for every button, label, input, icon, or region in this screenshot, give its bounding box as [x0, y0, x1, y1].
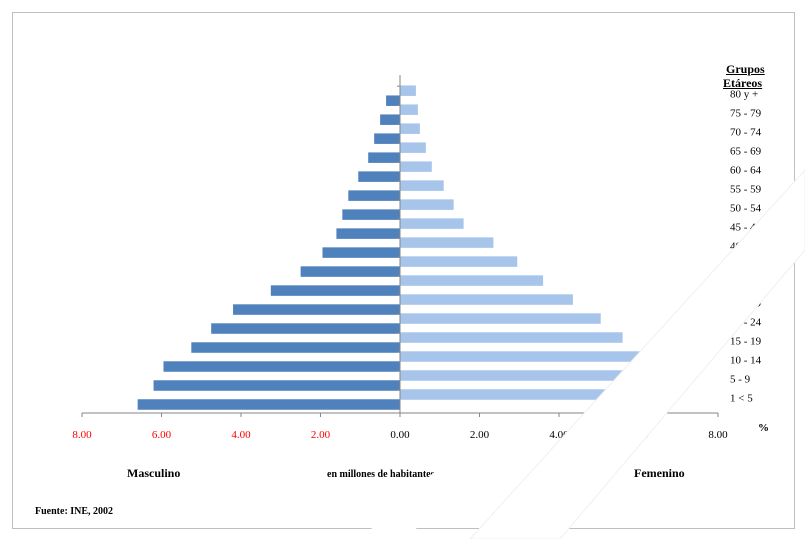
left-side-label: Masculino — [127, 466, 181, 480]
bar-masculino-14 — [374, 133, 400, 144]
category-label: 55 - 59 — [730, 184, 762, 196]
bar-masculino-13 — [368, 152, 400, 163]
bar-masculino-2 — [163, 361, 400, 372]
bar-masculino-15 — [380, 114, 400, 125]
source-note: Fuente: INE, 2002 — [35, 506, 114, 517]
x-unit-label: % — [758, 422, 769, 434]
bar-femenino-14 — [400, 123, 420, 134]
bar-masculino-7 — [300, 266, 400, 277]
category-label: 10 - 14 — [730, 355, 762, 367]
bar-femenino-1 — [400, 370, 659, 381]
category-label: 30 - 34 — [730, 279, 762, 291]
bar-masculino-10 — [342, 209, 400, 220]
category-label: 75 - 79 — [730, 108, 762, 120]
bar-femenino-16 — [400, 85, 416, 96]
category-label: 25 - 29 — [730, 298, 762, 310]
category-label: 1 < 5 — [730, 393, 753, 405]
x-tick-label: 8.00 — [708, 429, 728, 441]
bar-masculino-6 — [270, 285, 400, 296]
bar-masculino-16 — [386, 95, 400, 106]
bar-masculino-9 — [336, 228, 400, 239]
category-label: 5 - 9 — [730, 374, 751, 386]
bar-femenino-12 — [400, 161, 432, 172]
bar-femenino-9 — [400, 218, 464, 229]
bar-femenino-5 — [400, 294, 573, 305]
bar-masculino-12 — [358, 171, 400, 182]
category-label: 20 - 24 — [730, 317, 762, 329]
x-tick-label: 4.00 — [231, 429, 251, 441]
bar-femenino-13 — [400, 142, 426, 153]
bar-masculino-0 — [137, 399, 400, 410]
bar-masculino-11 — [348, 190, 400, 201]
bar-masculino-8 — [322, 247, 400, 258]
bar-femenino-8 — [400, 237, 494, 248]
x-axis-label: en millones de habitantes — [327, 469, 435, 480]
x-tick-label: 0.00 — [390, 429, 410, 441]
x-tick-label: 2.00 — [311, 429, 331, 441]
legend-title-line1: Grupos — [726, 62, 765, 76]
bar-femenino-2 — [400, 351, 647, 362]
category-label: 70 - 74 — [730, 127, 762, 139]
category-label: 15 - 19 — [730, 336, 762, 348]
category-label: 35 - 39 — [730, 260, 762, 272]
bar-femenino-15 — [400, 104, 418, 115]
category-label: 45 - 49 — [730, 222, 762, 234]
category-label: 40 - 44 — [730, 241, 762, 253]
bar-femenino-6 — [400, 275, 544, 286]
category-label: 50 - 54 — [730, 203, 762, 215]
x-tick-label: 6.00 — [629, 429, 649, 441]
right-side-label: Femenino — [634, 466, 685, 480]
x-tick-label: 8.00 — [72, 429, 92, 441]
bar-masculino-5 — [233, 304, 400, 315]
x-tick-label: 4.00 — [549, 429, 569, 441]
bar-femenino-4 — [400, 313, 601, 324]
bar-femenino-7 — [400, 256, 518, 267]
category-label: 65 - 69 — [730, 146, 762, 158]
bar-femenino-3 — [400, 332, 623, 343]
bar-masculino-3 — [191, 342, 400, 353]
bar-femenino-0 — [400, 389, 675, 400]
bar-femenino-11 — [400, 180, 444, 191]
legend-title-line2: Etáreos — [723, 76, 763, 90]
bar-masculino-1 — [153, 380, 400, 391]
bar-femenino-10 — [400, 199, 454, 210]
x-tick-label: 6.00 — [152, 429, 172, 441]
x-tick-label: 2.00 — [470, 429, 490, 441]
bar-masculino-4 — [211, 323, 400, 334]
category-label: 80 y + — [730, 89, 758, 101]
category-label: 60 - 64 — [730, 165, 762, 177]
